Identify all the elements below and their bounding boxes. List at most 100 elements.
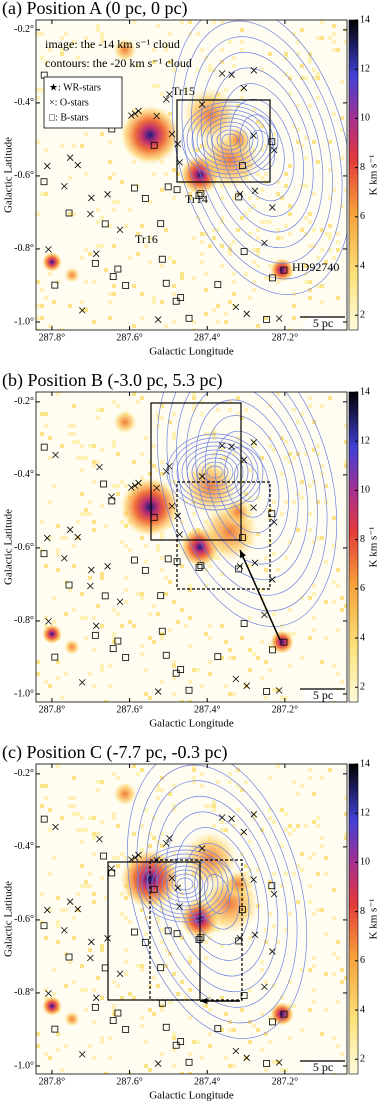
pixel: [328, 36, 332, 40]
pixel: [224, 456, 228, 460]
pixel: [152, 172, 156, 176]
pixel: [200, 260, 204, 264]
pixel: [288, 980, 292, 984]
pixel: [228, 772, 232, 776]
pixel: [312, 244, 316, 248]
b-star: [51, 1025, 59, 1033]
pixel: [308, 512, 312, 516]
pixel: [120, 520, 124, 524]
position-box: [149, 859, 243, 1001]
pixel: [256, 248, 260, 252]
pixel: [80, 840, 84, 844]
pixel: [168, 792, 172, 796]
pixel: [220, 624, 224, 628]
pixel: [124, 524, 128, 528]
pixel: [232, 196, 236, 200]
o-star: [250, 504, 257, 511]
pixel: [204, 288, 208, 292]
pixel: [192, 392, 196, 396]
pixel: [248, 208, 252, 212]
frame: [35, 19, 348, 331]
pixel: [324, 872, 328, 876]
pixel: [228, 300, 232, 304]
o-star: [251, 187, 259, 195]
pixel: [272, 448, 276, 452]
o-star: [243, 310, 251, 318]
b-star: [172, 669, 180, 677]
pixel: [304, 824, 308, 828]
colorbar-label: K km s⁻¹: [368, 527, 380, 568]
pixel: [132, 392, 136, 396]
o-star: [174, 140, 182, 148]
pixel: [284, 440, 288, 444]
b-star: [177, 1038, 185, 1045]
pixel: [112, 244, 116, 248]
y-tick-label: -1.0°: [14, 316, 34, 327]
pixel: [160, 928, 164, 932]
b-star: [235, 565, 243, 573]
colorbar-tick-label: 12: [360, 64, 370, 75]
pixel: [176, 620, 180, 624]
pixel: [44, 616, 48, 620]
pixel: [292, 500, 296, 504]
pixel: [52, 620, 56, 624]
pixel: [128, 620, 132, 624]
pixel: [56, 568, 60, 572]
pixel: [244, 492, 248, 496]
pixel: [232, 240, 236, 244]
pixel: [288, 912, 292, 916]
contour: [166, 392, 328, 612]
o-star: [270, 518, 278, 526]
pixel: [316, 536, 320, 540]
pixel: [312, 448, 316, 452]
pixel: [280, 236, 284, 240]
pixel: [244, 684, 248, 688]
pixel: [292, 872, 296, 876]
image: [36, 392, 347, 702]
pixel: [128, 256, 132, 260]
pixel: [172, 432, 176, 436]
pixel: [80, 884, 84, 888]
pixel: [268, 276, 272, 280]
o-star: [198, 101, 206, 108]
pixel: [76, 520, 80, 524]
pixel: [232, 56, 236, 60]
pixel: [224, 828, 228, 832]
pixel: [144, 808, 148, 812]
pixel: [220, 944, 224, 948]
pixel: [108, 1036, 112, 1040]
pixel: [100, 668, 104, 672]
pixel: [56, 676, 60, 680]
pixel: [52, 968, 56, 972]
b-star: [109, 645, 117, 653]
pixel: [92, 816, 96, 820]
o-star: [78, 679, 86, 686]
pixel: [140, 652, 144, 656]
pixel: [100, 216, 104, 220]
colorbar-tick-label: 4: [360, 260, 365, 271]
pixel: [200, 684, 204, 688]
pixel: [248, 1040, 252, 1044]
frame: [35, 763, 348, 1075]
pixel: [192, 396, 196, 400]
pixel: [40, 32, 44, 36]
pixel: [312, 76, 316, 80]
o-star: [45, 990, 52, 997]
pixel: [132, 460, 136, 464]
pixel: [252, 444, 256, 448]
pixel: [312, 964, 316, 968]
pixel: [68, 432, 72, 436]
pixel: [268, 1016, 272, 1020]
pixel: [200, 1056, 204, 1060]
pixel: [52, 856, 56, 860]
pixel: [312, 852, 316, 856]
colorbar-tick-label: 4: [360, 1004, 365, 1015]
pixel: [304, 280, 308, 284]
o-star: [88, 194, 95, 202]
pixel: [112, 1012, 116, 1016]
emission: [182, 87, 238, 143]
pixel: [148, 1068, 152, 1072]
o-star: [154, 1060, 162, 1067]
pixel: [264, 1032, 268, 1036]
pixel: [328, 396, 332, 400]
